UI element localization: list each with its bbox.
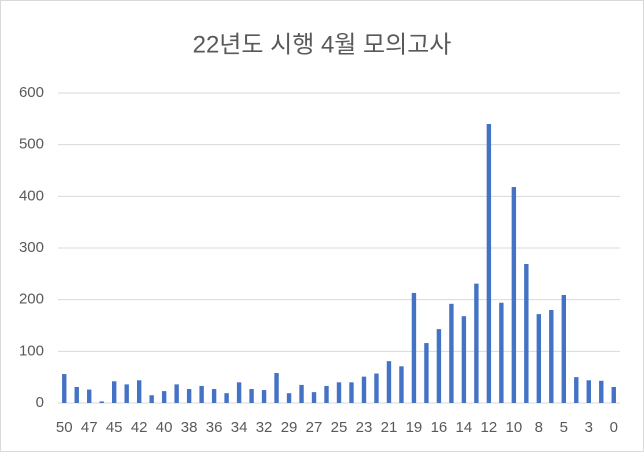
bar (274, 373, 279, 403)
x-tick-label: 23 (356, 419, 373, 436)
bar (549, 310, 554, 403)
x-tick-label: 12 (481, 419, 498, 436)
x-tick-label: 25 (331, 419, 348, 436)
bar (224, 393, 229, 403)
x-tick-label: 40 (156, 419, 173, 436)
bar (424, 343, 429, 403)
x-tick-label: 5 (560, 419, 568, 436)
bar (374, 373, 379, 403)
bar (236, 382, 242, 403)
x-tick-label: 45 (106, 419, 123, 436)
bar (286, 393, 292, 403)
x-tick-label: 8 (535, 419, 543, 436)
bar (399, 366, 404, 403)
x-tick-label: 19 (406, 419, 423, 436)
x-tick-label: 3 (585, 419, 593, 436)
x-tick-label: 14 (456, 419, 473, 436)
bar (436, 329, 442, 403)
bar (199, 385, 204, 403)
x-tick-label: 38 (181, 419, 198, 436)
bar (324, 385, 329, 403)
bar (536, 314, 542, 403)
bar (112, 381, 117, 403)
x-tick-label: 34 (231, 419, 248, 436)
bar (411, 292, 417, 403)
x-tick-label: 16 (431, 419, 448, 436)
bar (611, 386, 616, 403)
x-tick-label: 47 (81, 419, 98, 436)
bar (511, 187, 517, 403)
bar (499, 302, 504, 403)
bar (461, 316, 467, 403)
bar (386, 361, 392, 403)
bar (174, 384, 179, 403)
x-tick-label: 21 (381, 419, 398, 436)
bar (186, 389, 192, 403)
bar (574, 377, 579, 403)
x-tick-label: 36 (206, 419, 223, 436)
bar (161, 391, 167, 403)
bar (74, 386, 79, 403)
bar (586, 380, 591, 403)
bar (311, 392, 317, 403)
bar (486, 124, 492, 403)
bar (299, 384, 304, 403)
chart-title: 22년도 시행 4월 모의고사 (193, 31, 452, 58)
bar (449, 303, 454, 403)
bar (599, 380, 604, 403)
bar (124, 384, 129, 403)
y-tick-label: 300 (19, 239, 44, 256)
bar (261, 390, 267, 403)
y-tick-label: 600 (19, 84, 44, 101)
y-tick-label: 100 (19, 342, 44, 359)
bar (62, 374, 67, 403)
x-tick-label: 0 (610, 419, 618, 436)
bar (361, 376, 367, 403)
bar (561, 295, 566, 403)
bar (149, 395, 154, 403)
bar (211, 389, 217, 403)
bar (474, 283, 479, 403)
y-tick-label: 200 (19, 291, 44, 308)
bar (99, 401, 104, 403)
x-tick-label: 29 (281, 419, 298, 436)
bar (249, 389, 254, 403)
x-tick-label: 50 (56, 419, 73, 436)
bar (349, 382, 354, 403)
bar (136, 380, 142, 403)
bar (87, 389, 92, 403)
x-tick-label: 10 (506, 419, 523, 436)
y-tick-label: 500 (19, 136, 44, 153)
bar (524, 264, 529, 403)
bar (336, 382, 342, 403)
x-tick-label: 27 (306, 419, 323, 436)
x-tick-label: 32 (256, 419, 273, 436)
y-tick-label: 400 (19, 187, 44, 204)
y-tick-label: 0 (36, 394, 44, 411)
x-tick-label: 42 (131, 419, 148, 436)
